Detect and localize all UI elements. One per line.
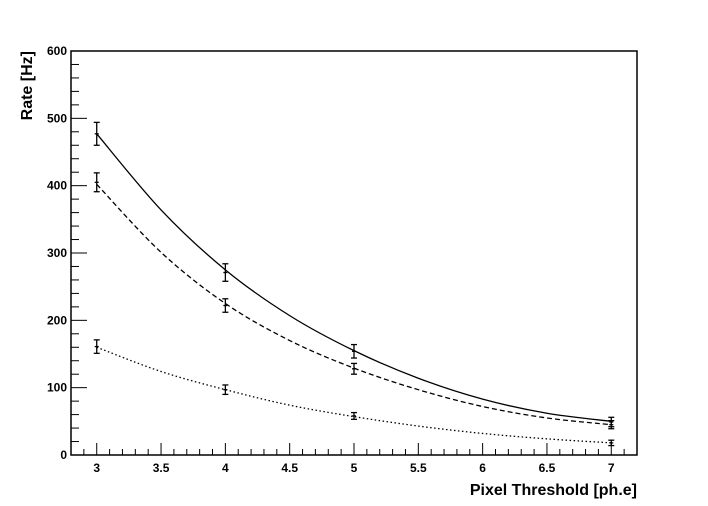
x-tick-label: 4	[222, 461, 229, 475]
data-point	[93, 121, 100, 146]
x-tick-label: 3	[93, 461, 100, 475]
x-axis-title: Pixel Threshold [ph.e]	[470, 482, 637, 499]
data-point	[222, 263, 229, 282]
y-tick-label: 500	[47, 111, 67, 125]
y-tick-label: 0	[60, 448, 67, 462]
data-point	[222, 384, 229, 396]
x-tick-label: 7	[608, 461, 615, 475]
y-tick-label: 100	[47, 381, 67, 395]
y-tick-label: 400	[47, 179, 67, 193]
x-tick-label: 4.5	[281, 461, 298, 475]
x-tick-label: 3.5	[153, 461, 170, 475]
series-layer	[93, 121, 615, 447]
x-tick-label: 5	[351, 461, 358, 475]
series-fit-curve	[96, 133, 612, 422]
x-tick-label: 5.5	[410, 461, 427, 475]
y-axis-title: Rate [Hz]	[19, 51, 36, 120]
x-tick-label: 6.5	[539, 461, 556, 475]
series-dashed	[93, 172, 615, 430]
series-fit-curve	[96, 346, 612, 444]
data-point	[351, 411, 357, 420]
minor-ticks	[70, 63, 638, 455]
series-solid	[93, 121, 615, 428]
y-tick-label: 300	[47, 246, 67, 260]
data-point	[93, 172, 100, 193]
tick-labels: 3 3.5 4 4.5 5 5.5 6 6.5 7 0 100 200 300 400 500 600	[47, 44, 615, 475]
plot-frame	[70, 50, 638, 456]
data-point	[351, 362, 357, 375]
series-fit-curve	[96, 183, 612, 426]
series-dotted	[93, 339, 615, 447]
y-tick-label: 200	[47, 313, 67, 327]
data-point	[222, 298, 229, 313]
data-point	[608, 439, 615, 447]
data-point	[351, 343, 357, 359]
data-point	[608, 420, 615, 430]
y-tick-label: 600	[47, 44, 67, 58]
data-point	[93, 339, 100, 354]
x-tick-label: 6	[479, 461, 486, 475]
major-ticks	[71, 50, 612, 456]
